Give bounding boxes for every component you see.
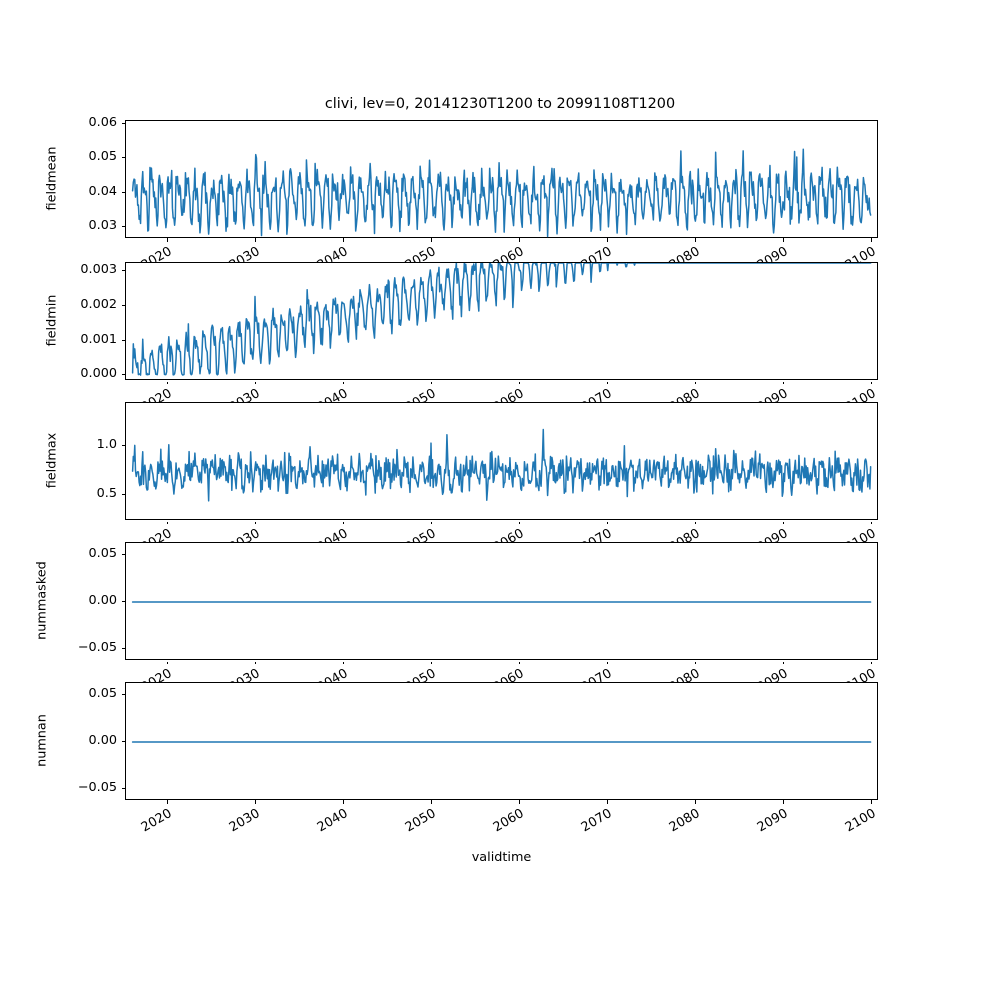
x-tick-mark — [431, 238, 432, 242]
series-line-numnan — [131, 741, 872, 743]
y-tick-label: −0.05 — [77, 640, 117, 656]
y-tick-mark — [121, 445, 125, 446]
x-tick-label: 2050 — [402, 806, 439, 836]
x-tick-label: 2030 — [226, 806, 263, 836]
y-tick-label: 0.001 — [80, 331, 117, 347]
y-tick-label: 0.5 — [96, 486, 117, 502]
y-tick-mark — [121, 157, 125, 158]
subplot-nummasked — [125, 542, 878, 660]
x-tick-mark — [343, 238, 344, 242]
y-axis-label-nummasked: nummasked — [34, 561, 50, 640]
y-tick-mark — [121, 340, 125, 341]
x-tick-mark — [607, 800, 608, 804]
y-tick-label: 0.05 — [88, 685, 118, 701]
y-tick-label: −0.05 — [77, 780, 117, 796]
y-tick-mark — [121, 270, 125, 271]
figure-title: clivi, lev=0, 20141230T1200 to 20991108T… — [324, 96, 676, 112]
y-axis-label-fieldmin: fieldmin — [44, 294, 60, 347]
x-tick-mark — [343, 800, 344, 804]
x-tick-mark — [607, 238, 608, 242]
x-tick-mark — [871, 238, 872, 242]
x-tick-mark — [871, 800, 872, 804]
x-tick-label: 2080 — [666, 806, 703, 836]
x-tick-mark — [431, 800, 432, 804]
subplot-numnan — [125, 682, 878, 800]
series-line-fieldmin — [131, 263, 872, 376]
x-tick-mark — [695, 800, 696, 804]
x-tick-mark — [783, 800, 784, 804]
y-tick-mark — [121, 694, 125, 695]
x-tick-label: 2090 — [754, 806, 791, 836]
y-axis-label-fieldmax: fieldmax — [44, 432, 60, 489]
series-line-nummasked — [131, 601, 872, 603]
x-tick-mark — [519, 800, 520, 804]
x-tick-label: 2100 — [842, 806, 879, 836]
y-tick-mark — [121, 494, 125, 495]
y-tick-label: 0.003 — [80, 261, 117, 277]
y-tick-label: 0.03 — [88, 217, 118, 233]
y-tick-mark — [121, 601, 125, 602]
y-axis-label-numnan: numnan — [34, 714, 50, 767]
x-tick-label: 2020 — [139, 806, 175, 836]
x-tick-label: 2060 — [490, 806, 527, 836]
y-tick-mark — [121, 123, 125, 124]
y-tick-label: 0.06 — [88, 114, 118, 130]
panel-occluder — [0, 402, 1000, 522]
x-tick-mark — [167, 800, 168, 804]
y-tick-label: 0.00 — [88, 733, 118, 748]
x-tick-mark — [783, 238, 784, 242]
y-tick-label: 0.04 — [88, 183, 118, 199]
subplot-fieldmean — [125, 120, 878, 238]
y-tick-label: 1.0 — [96, 437, 117, 453]
y-tick-mark — [121, 788, 125, 789]
x-tick-mark — [255, 238, 256, 242]
x-tick-label: 2070 — [578, 806, 615, 836]
y-tick-label: 0.002 — [80, 296, 117, 312]
y-tick-mark — [121, 305, 125, 306]
y-tick-mark — [121, 192, 125, 193]
subplot-fieldmin — [125, 262, 878, 380]
x-axis-label: validtime — [471, 850, 532, 865]
y-tick-label: 0.00 — [88, 593, 118, 608]
x-tick-mark — [695, 238, 696, 242]
x-tick-mark — [167, 238, 168, 242]
y-tick-mark — [121, 741, 125, 742]
y-tick-label: 0.000 — [80, 366, 117, 382]
y-tick-label: 0.05 — [88, 149, 118, 165]
y-tick-label: 0.05 — [88, 545, 118, 561]
y-tick-mark — [121, 374, 125, 375]
subplot-fieldmax — [125, 402, 878, 520]
y-axis-label-fieldmean: fieldmean — [44, 146, 60, 211]
x-tick-mark — [255, 800, 256, 804]
y-tick-mark — [121, 648, 125, 649]
y-tick-mark — [121, 226, 125, 227]
series-line-fieldmax — [131, 428, 872, 502]
y-tick-mark — [121, 554, 125, 555]
series-line-fieldmean — [131, 148, 872, 238]
x-tick-label: 2040 — [314, 806, 351, 836]
x-tick-mark — [519, 238, 520, 242]
